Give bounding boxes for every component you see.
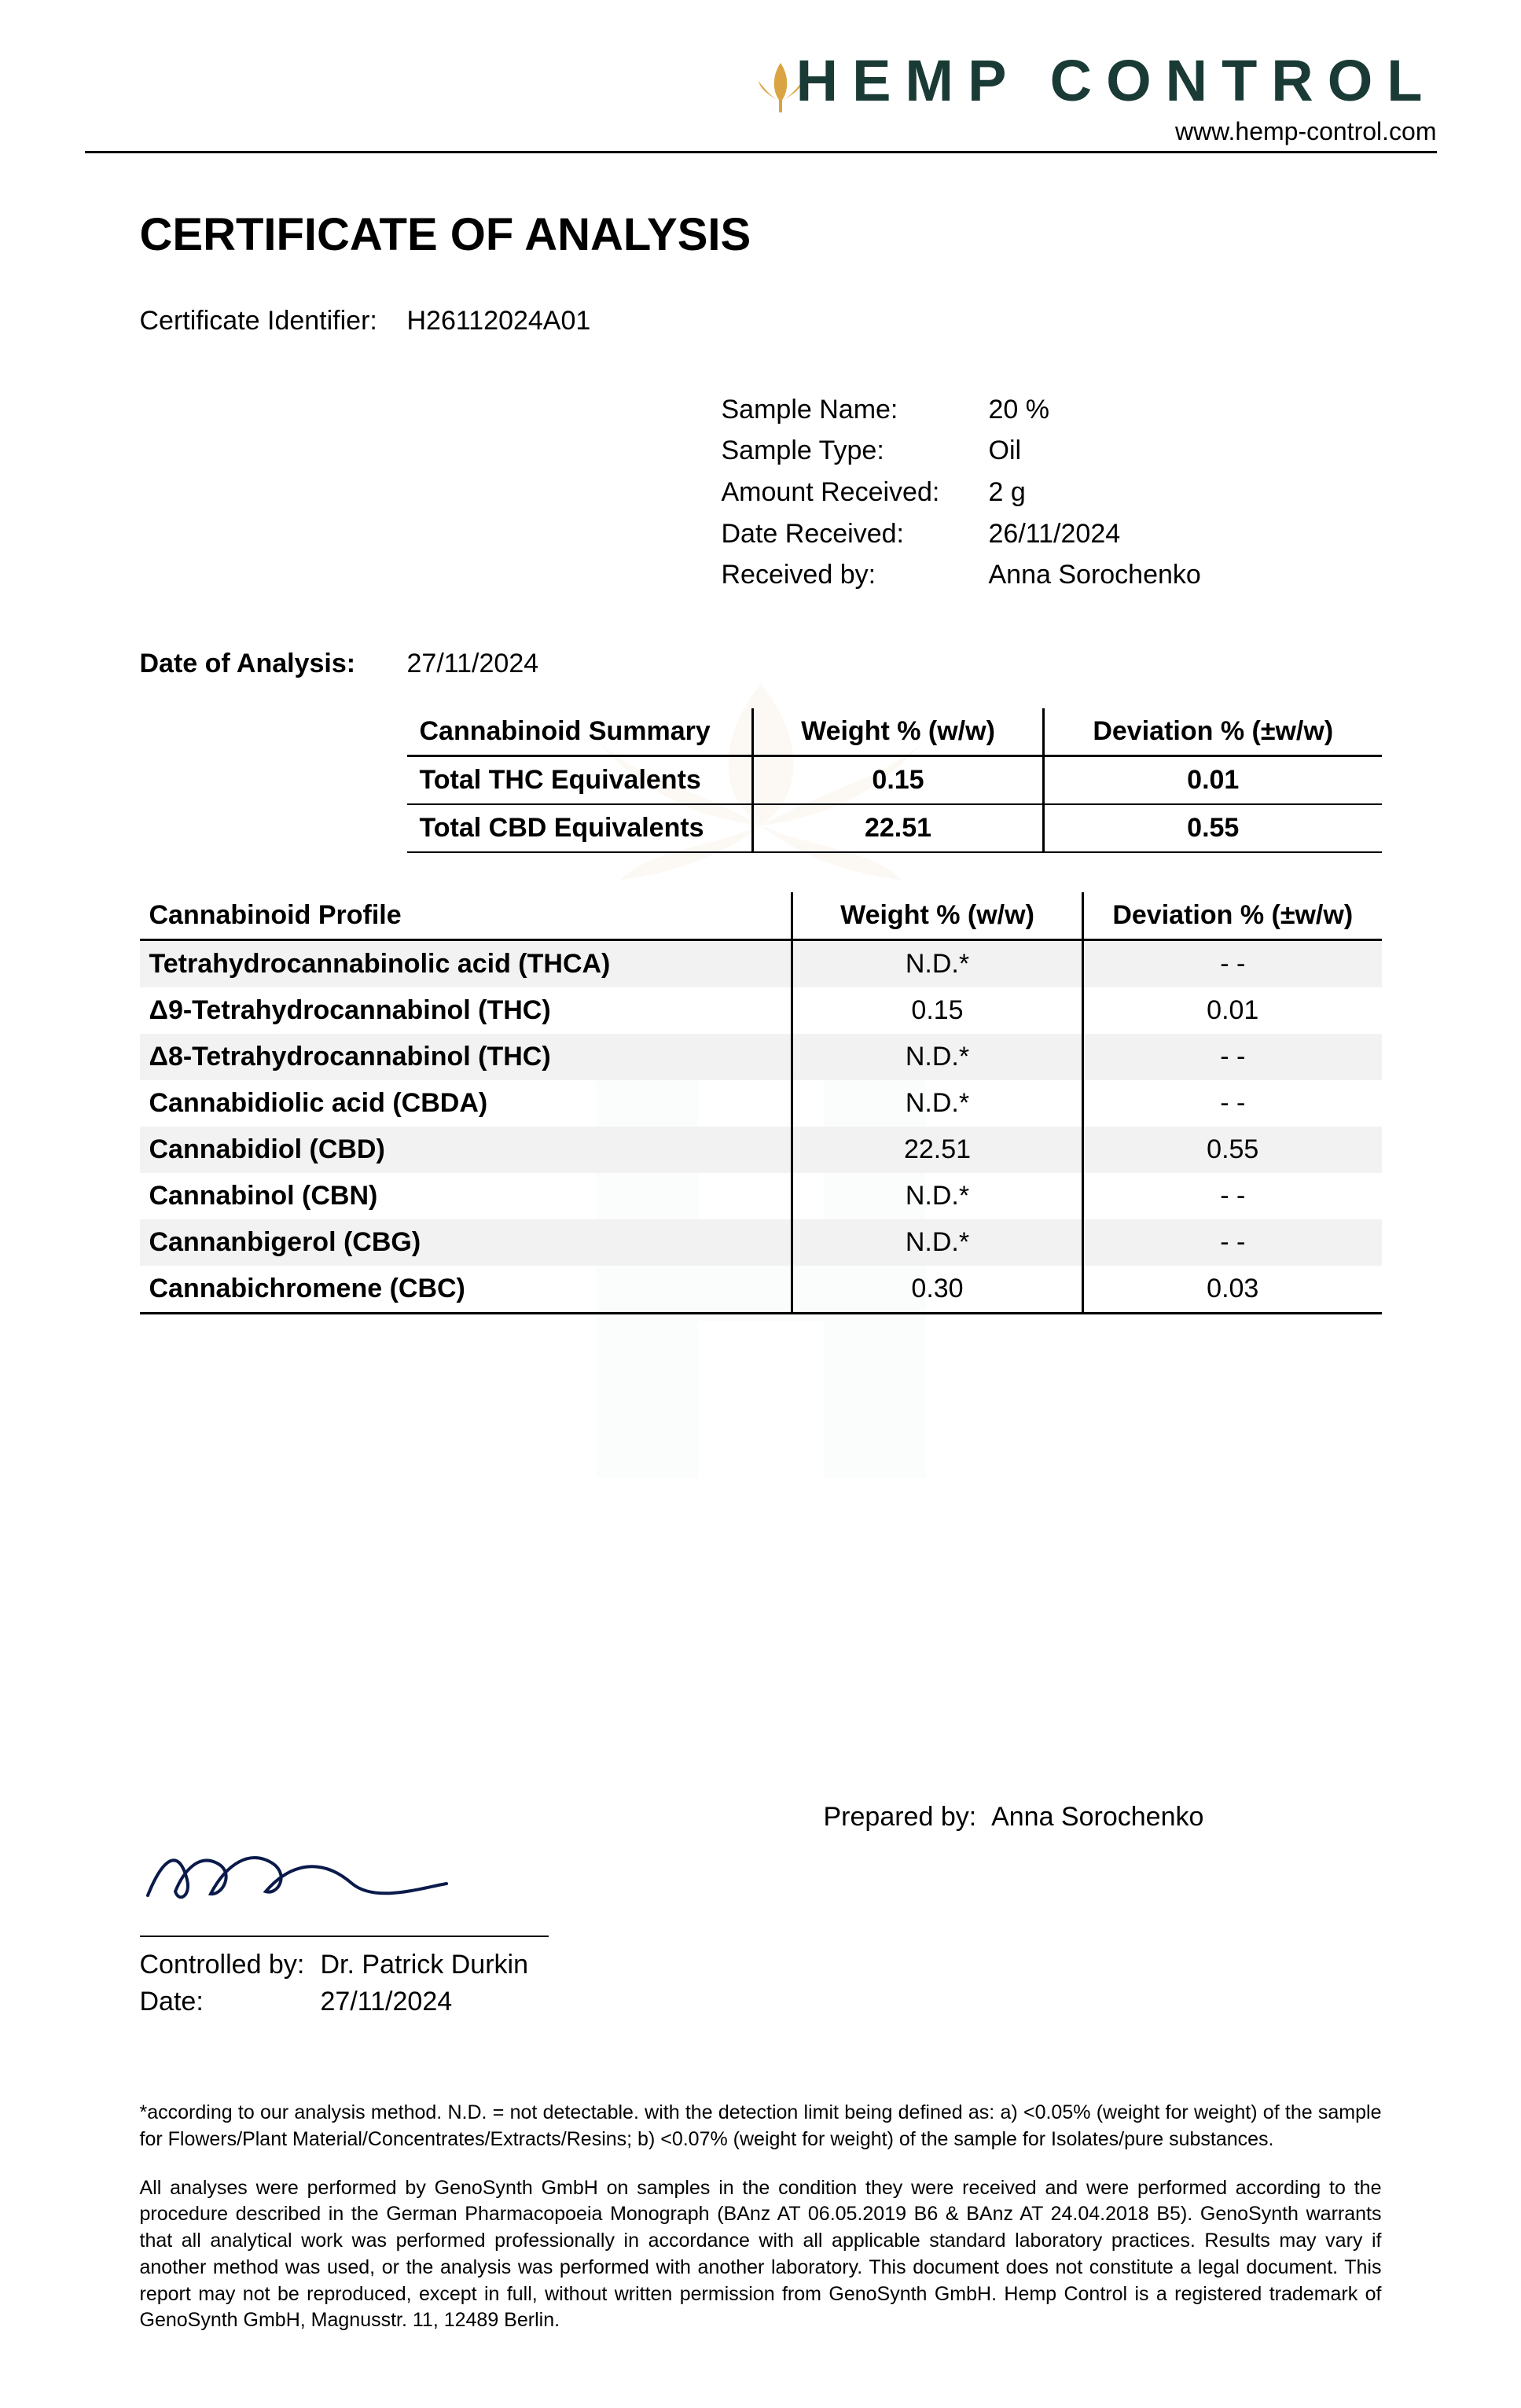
profile-row-weight: N.D.* (792, 1173, 1083, 1219)
profile-row-name: Cannabinol (CBN) (140, 1173, 792, 1219)
brand-url: www.hemp-control.com (1175, 117, 1437, 146)
signature-icon (132, 1809, 462, 1927)
profile-row-weight: N.D.* (792, 1034, 1083, 1080)
certificate-id-label: Certificate Identifier: (140, 300, 407, 342)
sample-block: Sample Name:20 % Sample Type:Oil Amount … (722, 389, 1382, 596)
received-by-value: Anna Sorochenko (989, 554, 1382, 596)
date-received-label: Date Received: (722, 513, 989, 555)
profile-row-dev: 0.03 (1083, 1266, 1382, 1314)
footnote-2: All analyses were performed by GenoSynth… (140, 2175, 1382, 2335)
profile-row-name: Δ8-Tetrahydrocannabinol (THC) (140, 1034, 792, 1080)
profile-row-weight: N.D.* (792, 1080, 1083, 1127)
summary-table: Cannabinoid Summary Weight % (w/w) Devia… (407, 708, 1382, 853)
date-analysis-label: Date of Analysis: (140, 643, 407, 685)
profile-row: Tetrahydrocannabinolic acid (THCA)N.D.*-… (140, 939, 1382, 987)
profile-row-name: Δ9-Tetrahydrocannabinol (THC) (140, 987, 792, 1034)
sample-type-value: Oil (989, 430, 1382, 472)
header: HEMP CONTROL www.hemp-control.com (85, 47, 1437, 153)
amount-received-value: 2 g (989, 472, 1382, 513)
summary-row-dev: 0.01 (1044, 755, 1382, 804)
sample-name-label: Sample Name: (722, 389, 989, 431)
date-analysis-row: Date of Analysis: 27/11/2024 (140, 643, 1382, 685)
certificate-id-value: H26112024A01 (407, 300, 1382, 342)
profile-row-name: Cannabichromene (CBC) (140, 1266, 792, 1314)
signature-area: Controlled by: Dr. Patrick Durkin Date: … (140, 1809, 1382, 2021)
sample-name-value: 20 % (989, 389, 1382, 431)
profile-row: Cannabidiol (CBD)22.510.55 (140, 1127, 1382, 1173)
profile-row: Cannabinol (CBN)N.D.*- - (140, 1173, 1382, 1219)
profile-row-dev: 0.01 (1083, 987, 1382, 1034)
certificate-id-row: Certificate Identifier: H26112024A01 (140, 300, 1382, 342)
profile-row-weight: 0.15 (792, 987, 1083, 1034)
controlled-date-value: 27/11/2024 (321, 1983, 453, 2021)
page-title: CERTIFICATE OF ANALYSIS (140, 208, 1382, 261)
summary-row-label: Total THC Equivalents (407, 755, 753, 804)
profile-row-weight: 0.30 (792, 1266, 1083, 1314)
brand-name: HEMP CONTROL (796, 47, 1437, 114)
summary-row-label: Total CBD Equivalents (407, 804, 753, 852)
profile-row-dev: - - (1083, 939, 1382, 987)
profile-row: Δ8-Tetrahydrocannabinol (THC)N.D.*- - (140, 1034, 1382, 1080)
controlled-by-value: Dr. Patrick Durkin (321, 1947, 529, 1984)
profile-row-dev: - - (1083, 1034, 1382, 1080)
sample-type-label: Sample Type: (722, 430, 989, 472)
summary-row-dev: 0.55 (1044, 804, 1382, 852)
prepared-by-value: Anna Sorochenko (991, 1802, 1203, 1832)
profile-header-1: Weight % (w/w) (792, 892, 1083, 940)
controlled-by-label: Controlled by: (140, 1947, 321, 1984)
profile-row: Cannabichromene (CBC)0.300.03 (140, 1266, 1382, 1314)
profile-row-dev: 0.55 (1083, 1127, 1382, 1173)
profile-row-name: Cannabidiol (CBD) (140, 1127, 792, 1173)
summary-header-0: Cannabinoid Summary (407, 708, 753, 756)
summary-header-2: Deviation % (±w/w) (1044, 708, 1382, 756)
profile-header-0: Cannabinoid Profile (140, 892, 792, 940)
summary-row: Total THC Equivalents0.150.01 (407, 755, 1382, 804)
controlled-date-label: Date: (140, 1983, 321, 2021)
profile-row: Δ9-Tetrahydrocannabinol (THC)0.150.01 (140, 987, 1382, 1034)
profile-row-weight: 22.51 (792, 1127, 1083, 1173)
profile-row-weight: N.D.* (792, 1219, 1083, 1266)
summary-header-1: Weight % (w/w) (753, 708, 1044, 756)
profile-row-dev: - - (1083, 1173, 1382, 1219)
amount-received-label: Amount Received: (722, 472, 989, 513)
date-analysis-value: 27/11/2024 (407, 643, 1382, 685)
profile-row: Cannabidiolic acid (CBDA)N.D.*- - (140, 1080, 1382, 1127)
profile-row-dev: - - (1083, 1219, 1382, 1266)
profile-row-name: Tetrahydrocannabinolic acid (THCA) (140, 939, 792, 987)
profile-header-2: Deviation % (±w/w) (1083, 892, 1382, 940)
footnote-1: *according to our analysis method. N.D. … (140, 2100, 1382, 2153)
profile-row-name: Cannabidiolic acid (CBDA) (140, 1080, 792, 1127)
summary-row-weight: 22.51 (753, 804, 1044, 852)
profile-table: Cannabinoid Profile Weight % (w/w) Devia… (140, 892, 1382, 1314)
prepared-by-label: Prepared by: (824, 1802, 977, 1832)
footnotes: *according to our analysis method. N.D. … (140, 2100, 1382, 2334)
profile-row-name: Cannanbigerol (CBG) (140, 1219, 792, 1266)
received-by-label: Received by: (722, 554, 989, 596)
profile-row: Cannanbigerol (CBG)N.D.*- - (140, 1219, 1382, 1266)
date-received-value: 26/11/2024 (989, 513, 1382, 555)
summary-row: Total CBD Equivalents22.510.55 (407, 804, 1382, 852)
profile-row-dev: - - (1083, 1080, 1382, 1127)
profile-row-weight: N.D.* (792, 939, 1083, 987)
summary-row-weight: 0.15 (753, 755, 1044, 804)
